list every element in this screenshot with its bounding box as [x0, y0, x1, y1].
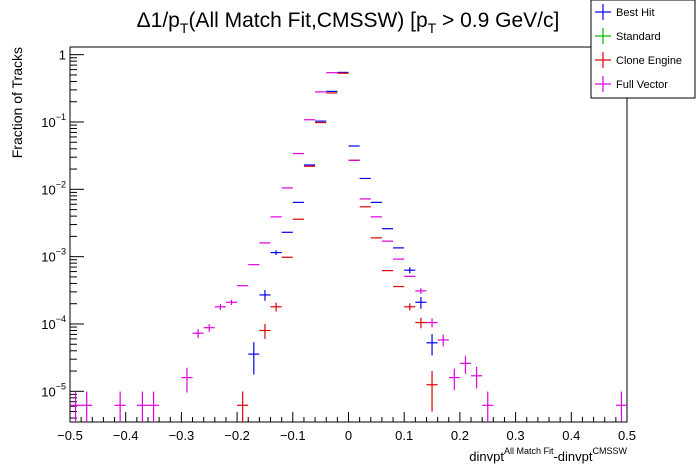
legend: Best Hit Standard Clone Engine Full Vect… — [590, 0, 696, 99]
x-tick-label: −0.2 — [224, 428, 250, 443]
x-axis-label: dinvptAll Match Fit-dinvptCMSSW — [469, 446, 627, 464]
y-tick-label: 10−4 — [41, 314, 66, 332]
y-tick-label: 10−2 — [41, 179, 66, 197]
xlabel-part-a-sup: All Match Fit — [504, 446, 554, 456]
axes-layer: −0.5 −0.4 −0.3 −0.2 −0.1 0 0.1 0.2 0.3 0.4 0.5 10−5… — [41, 48, 636, 443]
y-tick-label: 10−1 — [41, 112, 66, 130]
x-tick-label: −0.1 — [280, 428, 306, 443]
x-tick-label: 0.3 — [507, 428, 525, 443]
title-part-c: > 0.9 GeV/c] — [436, 9, 559, 32]
x-tick-label: 0.2 — [451, 428, 469, 443]
xlabel-part-b: -dinvpt — [553, 449, 592, 464]
x-tick-label: −0.4 — [113, 428, 139, 443]
y-tick-label: 10−3 — [41, 247, 66, 265]
title-part-b: (All Match Fit,CMSSW) [p — [188, 9, 427, 32]
marks-layer — [70, 71, 627, 422]
legend-label-full-vector: Full Vector — [616, 79, 668, 91]
title-part-b-sub: T — [428, 20, 437, 36]
x-tick-label: 0 — [345, 428, 352, 443]
legend-entry-standard: Standard — [595, 28, 661, 44]
x-tick-label: 0.1 — [395, 428, 413, 443]
legend-box — [590, 0, 696, 99]
x-tick-label: 0.5 — [618, 428, 636, 443]
legend-entry-clone-engine: Clone Engine — [595, 52, 682, 68]
x-tick-label: −0.3 — [169, 428, 195, 443]
legend-entry-full-vector: Full Vector — [595, 76, 668, 92]
y-axis-label: Fraction of Tracks — [9, 47, 25, 158]
series-full-vector — [70, 72, 627, 422]
xlabel-part-b-sup: CMSSW — [593, 446, 628, 456]
title-part-a: Δ1/p — [137, 9, 180, 32]
series-clone-engine — [237, 72, 438, 422]
x-tick-label: −0.5 — [57, 428, 83, 443]
xlabel-part-a: dinvpt — [469, 449, 504, 464]
y-tick-label: 1 — [59, 48, 66, 63]
legend-label-standard: Standard — [616, 31, 661, 43]
legend-label-clone-engine: Clone Engine — [616, 55, 682, 67]
x-tick-label: 0.4 — [562, 428, 580, 443]
chart-title: Δ1/pT(All Match Fit,CMSSW) [pT > 0.9 GeV… — [137, 9, 560, 36]
title-part-a-sub: T — [180, 20, 189, 36]
y-tick-label: 10−5 — [41, 381, 66, 399]
series-best-hit — [248, 71, 438, 375]
legend-label-best-hit: Best Hit — [616, 7, 655, 19]
legend-entry-best-hit: Best Hit — [595, 4, 655, 20]
